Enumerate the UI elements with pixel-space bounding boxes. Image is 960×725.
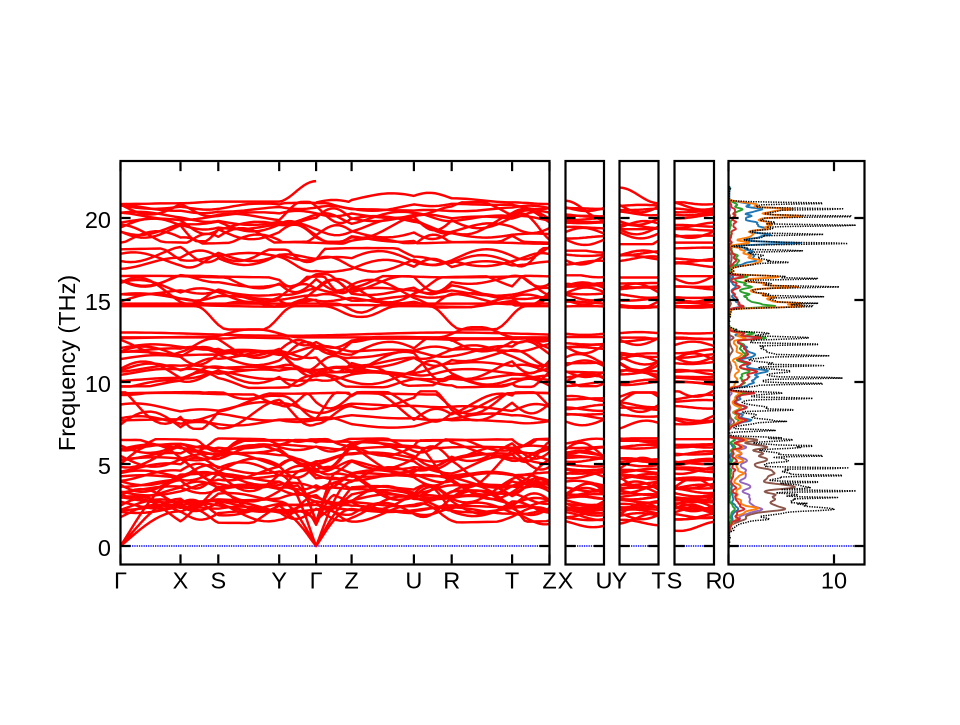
svg-text:Γ: Γ bbox=[114, 568, 127, 594]
svg-text:U: U bbox=[405, 568, 422, 594]
svg-text:5: 5 bbox=[98, 453, 111, 479]
svg-text:0: 0 bbox=[722, 568, 735, 594]
svg-text:Z: Z bbox=[344, 568, 358, 594]
svg-text:R: R bbox=[706, 568, 723, 594]
svg-text:X: X bbox=[173, 568, 189, 594]
svg-text:S: S bbox=[667, 568, 683, 594]
svg-text:0: 0 bbox=[98, 535, 111, 561]
svg-text:S: S bbox=[210, 568, 226, 594]
svg-text:T: T bbox=[505, 568, 519, 594]
svg-text:Z: Z bbox=[542, 568, 556, 594]
svg-text:R: R bbox=[443, 568, 460, 594]
svg-text:Y: Y bbox=[271, 568, 287, 594]
svg-text:U: U bbox=[596, 568, 613, 594]
svg-text:20: 20 bbox=[85, 207, 111, 233]
svg-text:10: 10 bbox=[85, 371, 111, 397]
svg-text:Frequency (THz): Frequency (THz) bbox=[54, 275, 80, 451]
svg-text:X: X bbox=[558, 568, 574, 594]
svg-text:Y: Y bbox=[612, 568, 628, 594]
svg-text:Γ: Γ bbox=[310, 568, 323, 594]
svg-text:T: T bbox=[651, 568, 665, 594]
svg-text:10: 10 bbox=[821, 568, 847, 594]
svg-text:15: 15 bbox=[85, 289, 111, 315]
